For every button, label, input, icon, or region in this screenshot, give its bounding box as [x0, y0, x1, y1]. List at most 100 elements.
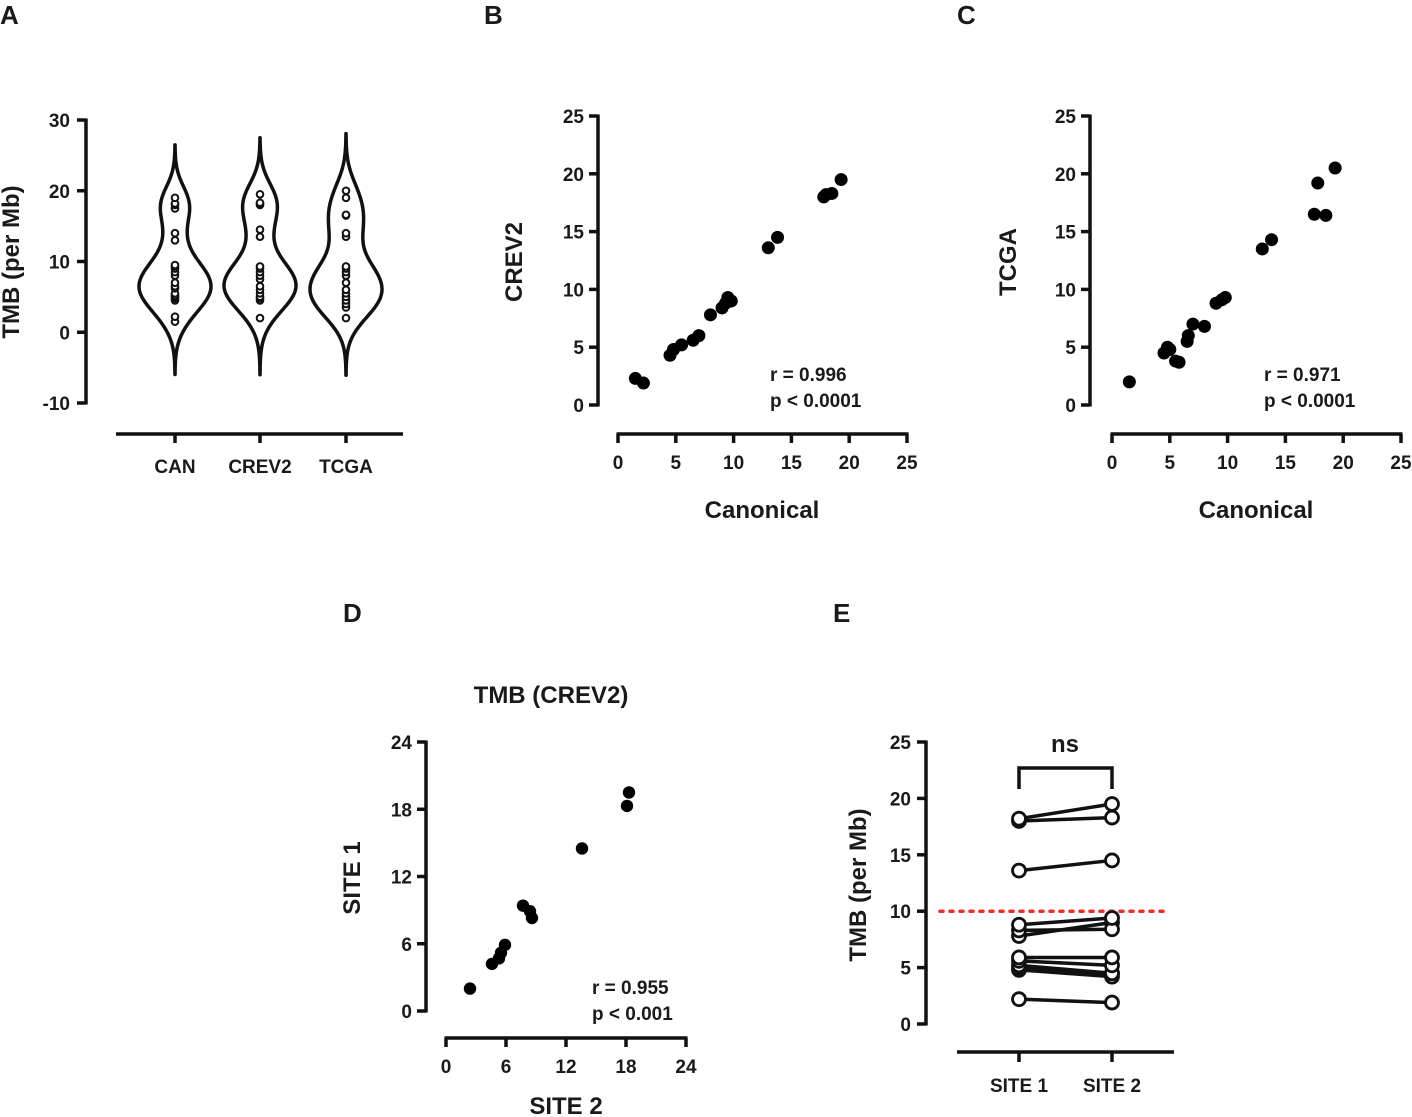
a-data-point	[341, 285, 351, 295]
b-data-point	[692, 329, 706, 343]
b-data-point	[771, 230, 785, 244]
e-y-tick-label: 0	[900, 1015, 911, 1036]
panel-letter-d: D	[343, 598, 362, 628]
d-y-tick-label: 24	[391, 733, 413, 754]
a-y-tick-label: -10	[43, 394, 70, 415]
e-y-tick-label: 15	[890, 846, 912, 867]
d-x-tick-label: 18	[615, 1057, 636, 1078]
e-y-tick-label: 5	[900, 959, 911, 980]
panel-a-violin-chart: -10 0 10 20 30 CAN CREV2 TCGA TMB (per Mb)	[0, 111, 403, 478]
a-y-tick-label: 0	[59, 323, 70, 344]
panel-letter-a: A	[0, 0, 19, 30]
a-violin-tcga	[308, 131, 384, 377]
c-data-point	[1319, 208, 1333, 222]
panel-e-paired-chart: 0 5 10 15 20 25 SITE 1 SITE 2 TMB (per Mb) ns	[845, 731, 1174, 1097]
a-y-tick-label: 20	[49, 182, 70, 203]
e-pair-line	[1018, 959, 1113, 968]
d-x-tick-label: 6	[501, 1057, 512, 1078]
e-data-point-site2	[1104, 994, 1120, 1011]
c-data-point	[1311, 176, 1325, 190]
c-y-axis-title: TCGA	[995, 228, 1022, 296]
b-x-tick-label: 15	[781, 453, 803, 474]
c-data-point	[1172, 355, 1186, 369]
d-y-tick-label: 6	[401, 935, 412, 956]
panel-d-scatter-chart: 0 6 12 18 24 0 6 12 18 24 SITE 2 SITE 1 TMB (CREV2) r…	[339, 682, 697, 1117]
b-y-tick-label: 20	[563, 165, 584, 186]
a-x-tick-label: TCGA	[319, 457, 373, 478]
e-pair-line	[1018, 815, 1113, 823]
c-data-point	[1197, 319, 1211, 333]
a-x-tick-label: CAN	[154, 457, 195, 478]
c-x-tick-label: 10	[1217, 453, 1238, 474]
a-data-point	[341, 313, 351, 323]
c-y-tick-label: 20	[1055, 165, 1076, 186]
e-x-tick-label: SITE 1	[990, 1076, 1049, 1097]
e-data-point-site1	[1011, 862, 1027, 879]
b-stat-annotation: p < 0.0001	[770, 391, 862, 412]
d-chart-title: TMB (CREV2)	[474, 682, 629, 709]
a-data-point	[255, 281, 265, 291]
b-x-tick-label: 5	[671, 453, 682, 474]
e-pair-line	[1018, 927, 1113, 933]
b-y-tick-label: 5	[573, 338, 584, 359]
d-y-tick-label: 12	[391, 868, 412, 889]
d-data-point	[463, 982, 477, 995]
c-data-point	[1255, 242, 1269, 256]
b-data-point	[724, 294, 738, 308]
b-data-point	[636, 376, 650, 390]
d-data-point	[575, 842, 589, 855]
b-y-tick-label: 10	[563, 280, 584, 301]
a-data-point	[255, 189, 265, 199]
a-data-point	[170, 228, 180, 238]
e-pair-line	[1018, 858, 1113, 873]
c-data-point	[1186, 317, 1200, 331]
d-data-point	[620, 799, 634, 813]
e-data-point-site1	[1011, 949, 1027, 966]
b-y-axis-title: CREV2	[501, 222, 528, 302]
c-stat-annotation: p < 0.0001	[1264, 391, 1356, 412]
c-data-point	[1328, 161, 1342, 175]
c-y-tick-label: 5	[1065, 338, 1076, 359]
e-y-tick-label: 20	[890, 789, 911, 810]
c-x-tick-label: 25	[1390, 453, 1412, 474]
c-y-tick-label: 0	[1065, 396, 1076, 417]
e-pair-line	[1018, 963, 1113, 975]
a-y-tick-label: 10	[49, 253, 70, 274]
c-data-point	[1218, 290, 1232, 304]
d-x-tick-label: 24	[675, 1057, 697, 1078]
e-data-point-site1	[1011, 991, 1027, 1008]
a-data-point	[170, 193, 180, 203]
a-y-axis-title: TMB (per Mb)	[0, 185, 25, 338]
b-y-tick-label: 15	[563, 223, 585, 244]
c-x-axis-title: Canonical	[1199, 497, 1314, 524]
a-data-point	[341, 262, 351, 271]
c-data-point	[1265, 233, 1279, 247]
a-data-point	[255, 313, 265, 323]
b-x-tick-label: 25	[896, 453, 918, 474]
panel-c-scatter-chart: 0 5 10 15 20 25 0 5 10 15 20 25 Canonical TCGA r = 0.9…	[995, 107, 1412, 524]
panel-letter-e: E	[833, 598, 850, 628]
b-y-tick-label: 0	[573, 396, 584, 417]
c-y-tick-label: 10	[1055, 280, 1076, 301]
c-data-point	[1307, 207, 1321, 221]
e-pair-line	[1018, 802, 1113, 821]
e-pair-line	[1018, 916, 1113, 927]
c-data-point	[1160, 340, 1174, 354]
a-data-point	[255, 262, 265, 271]
a-violin-can	[137, 143, 213, 377]
d-y-tick-label: 0	[401, 1002, 412, 1023]
b-x-tick-label: 10	[723, 453, 744, 474]
panel-letter-c: C	[957, 0, 976, 30]
a-data-point	[255, 198, 265, 208]
b-x-tick-label: 0	[613, 453, 624, 474]
b-data-point	[761, 241, 775, 255]
a-x-tick-label: CREV2	[228, 457, 291, 478]
a-data-point	[255, 232, 265, 242]
c-data-point	[1181, 329, 1195, 343]
c-y-tick-label: 15	[1055, 223, 1077, 244]
e-data-point-site2	[1104, 852, 1120, 869]
d-x-tick-label: 0	[441, 1057, 452, 1078]
a-data-point	[170, 260, 180, 270]
a-data-point	[341, 228, 351, 238]
b-data-point	[834, 173, 848, 187]
